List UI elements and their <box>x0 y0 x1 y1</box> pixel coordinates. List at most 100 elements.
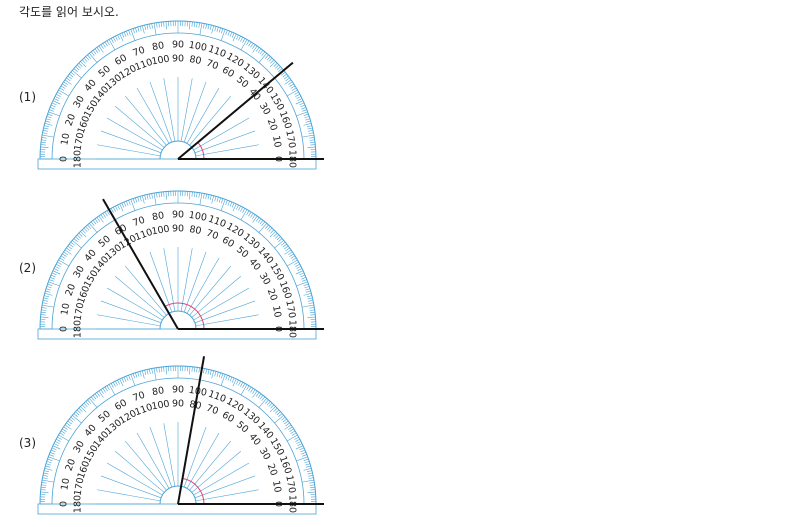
protractor-tick <box>63 81 68 85</box>
protractor-tick <box>104 211 108 217</box>
protractor-tick <box>66 77 71 82</box>
protractor-tick <box>135 27 138 33</box>
protractor-tick <box>126 375 129 381</box>
protractor-tick <box>294 91 299 95</box>
protractor-tick <box>290 85 296 89</box>
protractor-tick <box>64 424 72 430</box>
protractor-tick <box>295 438 300 442</box>
protractor-1: 0102030405060708090100110120130140150160… <box>37 20 324 170</box>
protractor-tick <box>252 389 256 394</box>
protractor-tick <box>76 409 81 414</box>
protractor-tick <box>53 98 59 101</box>
protractor-tick <box>209 195 212 201</box>
problem-3-label: (3) <box>19 436 36 450</box>
protractor-inner-label: 170 <box>73 302 87 322</box>
protractor-tick <box>156 192 158 198</box>
protractor-tick <box>246 385 250 391</box>
protractor-tick <box>64 79 72 85</box>
protractor-tick <box>295 100 304 105</box>
protractor-inner-label: 50 <box>234 244 250 260</box>
protractor-tick <box>40 141 47 144</box>
protractor-tick <box>269 231 276 238</box>
protractor-tick <box>42 479 54 483</box>
protractor-inner-label: 10 <box>270 305 283 319</box>
protractor-tick <box>306 125 312 128</box>
protractor-tick <box>308 130 314 132</box>
protractor-tick <box>198 192 200 198</box>
protractor-tick <box>305 118 311 121</box>
protractor-tick <box>163 21 165 27</box>
protractor-tick <box>255 47 260 52</box>
protractor-tick <box>44 295 50 298</box>
protractor-tick <box>255 392 260 397</box>
protractor-tick <box>104 386 108 392</box>
protractor-tick <box>296 281 308 287</box>
protractor-tick <box>158 22 160 28</box>
angle-ray <box>102 198 179 330</box>
protractor-tick <box>309 141 316 144</box>
protractor-tick <box>160 366 163 373</box>
protractor-tick <box>221 28 224 34</box>
protractor-tick <box>139 371 142 377</box>
protractor-outer-label: 10 <box>59 477 72 491</box>
protractor-tick <box>53 268 59 271</box>
protractor-tick <box>289 83 294 87</box>
protractor-tick <box>207 194 210 200</box>
protractor-tick <box>229 201 233 207</box>
protractor-guide-line <box>114 106 165 148</box>
protractor-tick <box>240 37 244 42</box>
protractor-tick <box>246 210 250 216</box>
protractor-tick <box>306 295 312 298</box>
protractor-guide-line <box>149 251 173 313</box>
protractor-tick <box>73 68 78 72</box>
protractor-tick <box>242 383 246 388</box>
protractor-inner-label: 60 <box>220 235 236 251</box>
angle-ray <box>177 356 206 505</box>
protractor-tick <box>112 37 116 42</box>
protractor-tick <box>108 39 116 51</box>
protractor-tick <box>51 102 57 106</box>
protractor-tick <box>46 116 52 119</box>
protractor-tick <box>297 268 303 271</box>
protractor-tick <box>270 59 275 64</box>
protractor-outer-label: 100 <box>188 40 208 54</box>
protractor-inner-label: 170 <box>73 132 87 152</box>
protractor-guide-line <box>125 265 167 316</box>
protractor-guide-line <box>193 287 250 321</box>
protractor-tick <box>43 297 49 300</box>
protractor-tick <box>278 238 283 242</box>
protractor-tick <box>137 196 140 202</box>
protractor-tick <box>225 375 228 380</box>
protractor-tick <box>40 486 47 489</box>
protractor-tick <box>301 277 307 280</box>
protractor-guide-line <box>163 248 176 312</box>
protractor-tick <box>117 379 120 385</box>
protractor-tick <box>54 441 60 444</box>
protractor-tick <box>295 445 304 450</box>
protractor-tick <box>305 290 311 293</box>
protractor-tick <box>42 132 48 134</box>
protractor-tick <box>309 482 315 484</box>
protractor-tick <box>41 482 47 484</box>
protractor-guide-line <box>97 144 161 157</box>
protractor-outer-label: 100 <box>188 210 208 224</box>
protractor-outer-label: 80 <box>151 210 165 223</box>
protractor-tick <box>309 307 315 309</box>
protractor-tick <box>72 415 82 424</box>
protractor-inner-label: 10 <box>270 480 283 494</box>
protractor-tick <box>286 434 298 442</box>
protractor-inner-label: 70 <box>205 228 220 242</box>
protractor-guide-line <box>114 451 165 493</box>
protractor-tick <box>302 279 307 282</box>
protractor-tick <box>189 191 191 200</box>
protractor-outer-label: 70 <box>131 215 146 229</box>
angle-arc <box>164 302 205 330</box>
protractor-tick <box>85 226 90 231</box>
protractor-tick <box>265 54 269 59</box>
protractor-tick <box>303 467 312 471</box>
protractor-tick <box>281 71 286 76</box>
protractor-tick <box>309 309 315 311</box>
protractor-tick <box>214 26 217 32</box>
protractor-tick <box>303 292 312 296</box>
protractor-tick <box>199 23 203 35</box>
